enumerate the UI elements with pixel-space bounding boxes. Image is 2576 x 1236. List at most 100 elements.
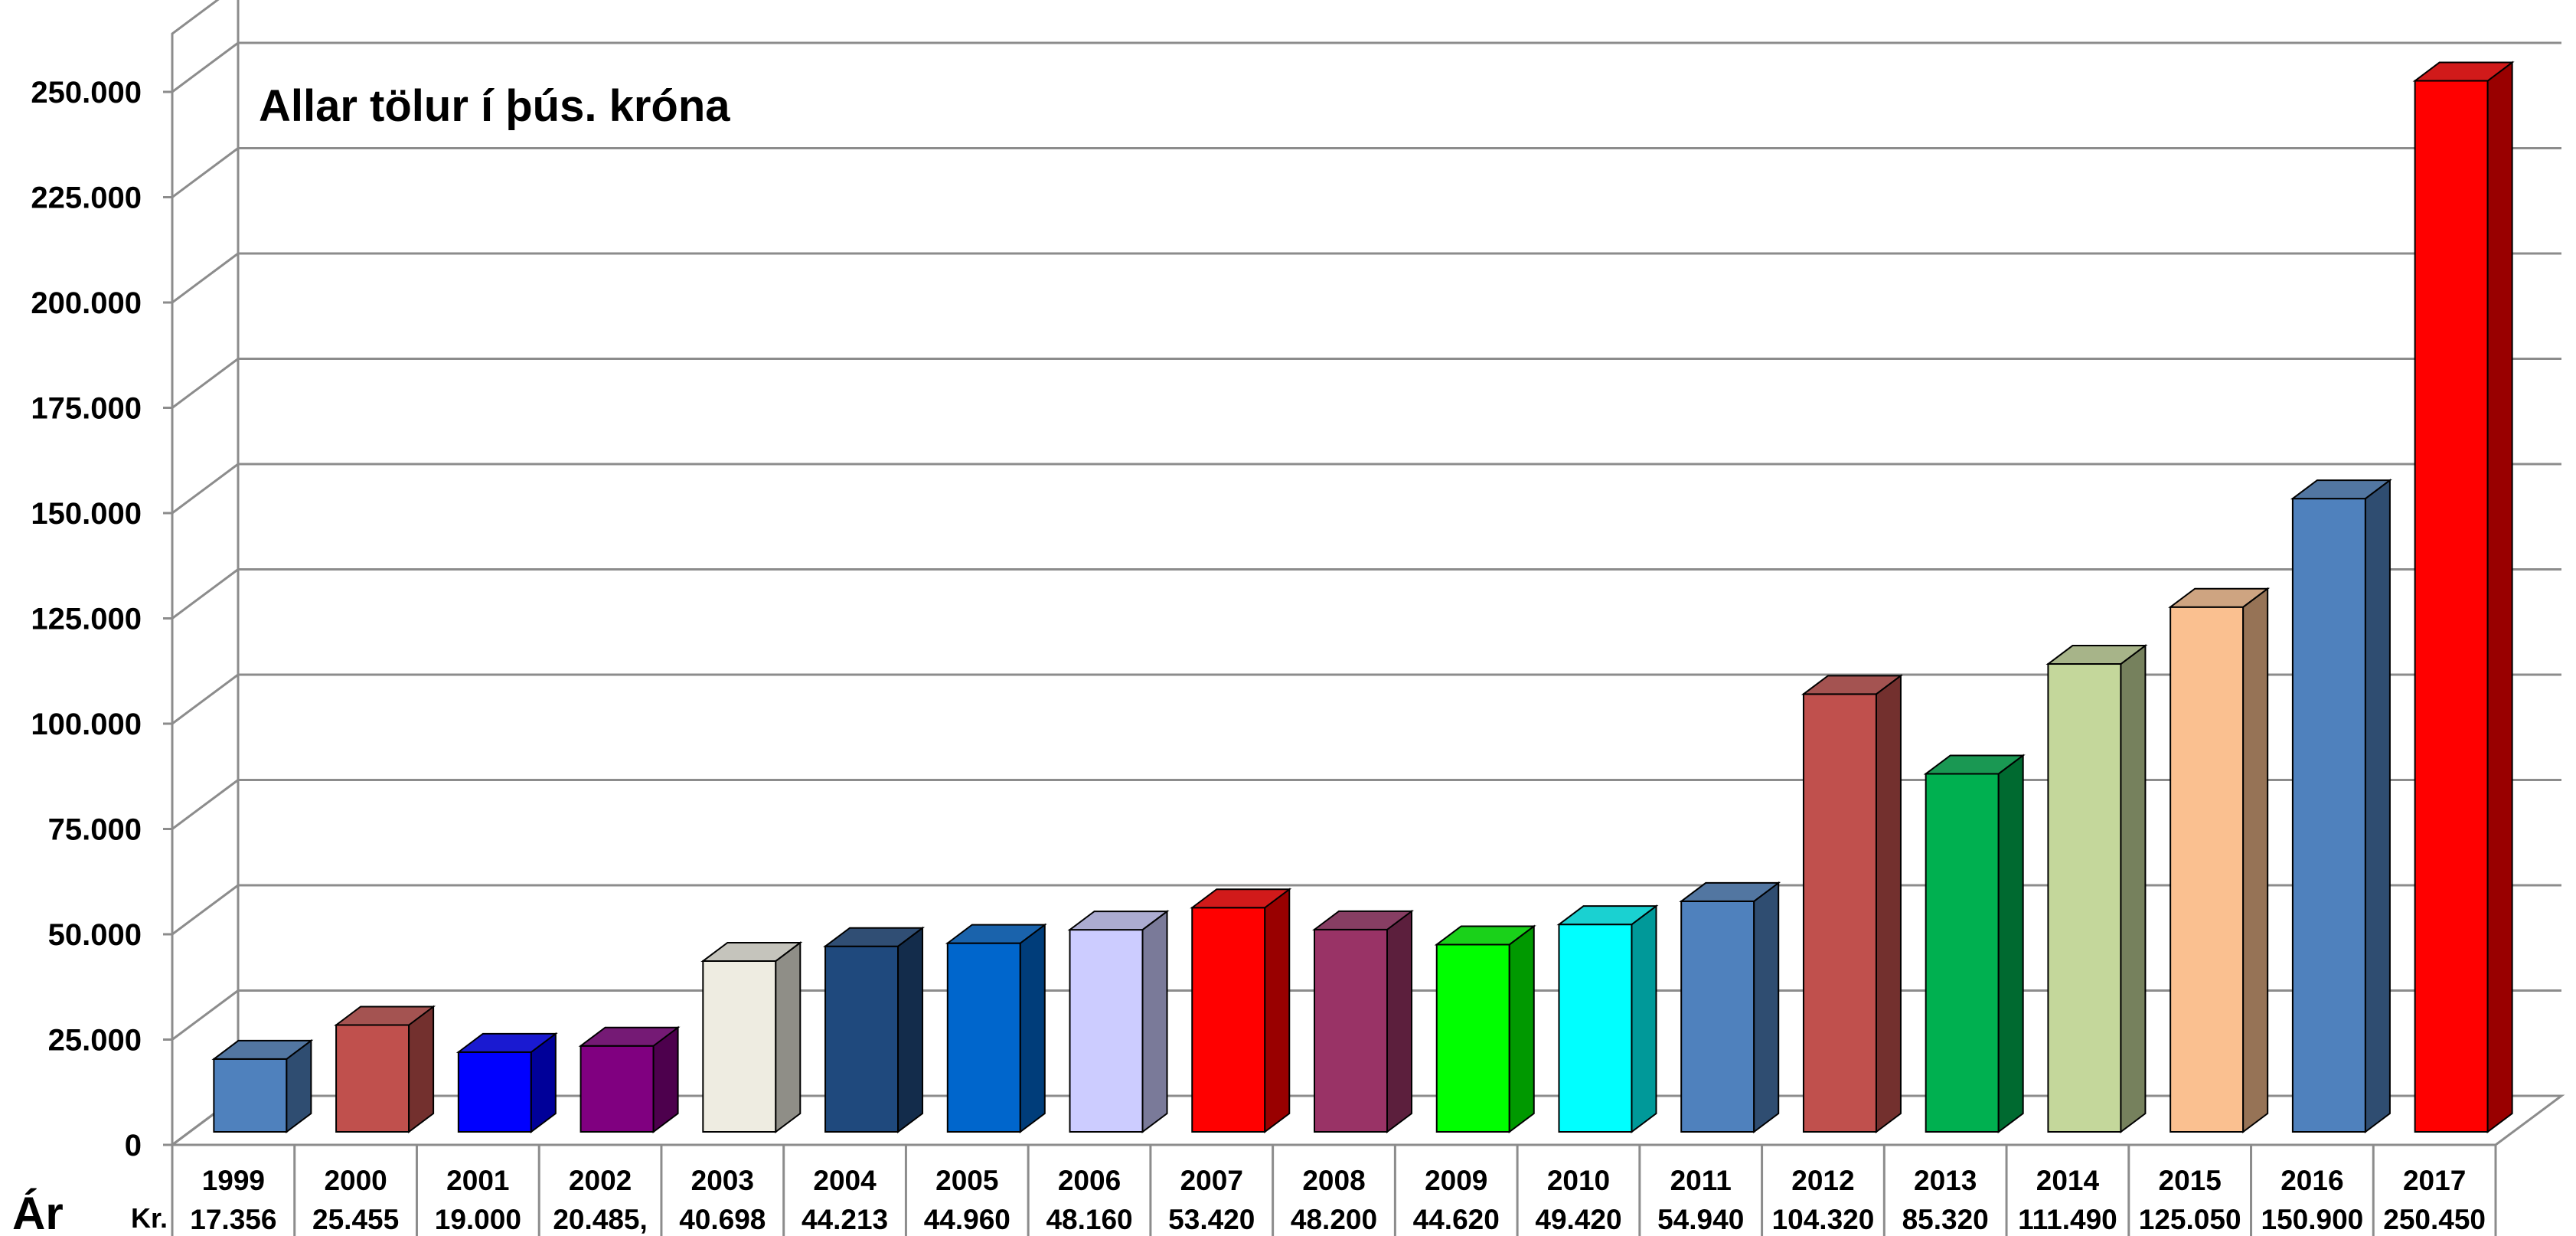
- table-year: 2015: [2159, 1165, 2222, 1196]
- table-value: 44.213: [802, 1204, 888, 1235]
- bar-front: [824, 945, 899, 1133]
- table-value: 104.320: [1772, 1204, 1875, 1235]
- bar-top: [211, 1039, 314, 1060]
- bar-front: [702, 960, 777, 1133]
- bar-front: [1069, 929, 1144, 1133]
- bar-2017: [2412, 60, 2515, 1133]
- bar-top: [2168, 587, 2271, 608]
- table-year: 2013: [1914, 1165, 1977, 1196]
- y-tick-label: 100.000: [31, 708, 142, 741]
- bar-2007: [1190, 888, 1292, 1133]
- table-value: 54.940: [1657, 1204, 1744, 1235]
- bar-top: [945, 924, 1047, 944]
- table-value: 48.200: [1291, 1204, 1377, 1235]
- bar-side: [1997, 754, 2024, 1133]
- bar-side: [2486, 60, 2513, 1133]
- table-year: 2005: [935, 1165, 998, 1196]
- table-year: 2003: [691, 1165, 754, 1196]
- row-header-year: Ár: [12, 1188, 64, 1236]
- y-tick-label: 50.000: [48, 918, 142, 952]
- bar-top: [1556, 905, 1659, 926]
- bar-front: [1925, 773, 2000, 1133]
- bar-side: [1753, 881, 1780, 1133]
- bar-front: [1680, 900, 1755, 1133]
- table-year: 2008: [1302, 1165, 1365, 1196]
- bar-2003: [700, 940, 803, 1133]
- bar-2005: [945, 923, 1047, 1133]
- bar-2000: [334, 1005, 436, 1133]
- gridline-side: [171, 779, 239, 830]
- y-tick-label: 0: [125, 1129, 142, 1162]
- gridline-side: [171, 673, 239, 725]
- table-value: 53.420: [1168, 1204, 1255, 1235]
- bar-front: [1435, 943, 1510, 1133]
- bar-top: [700, 941, 803, 962]
- bar-side: [897, 926, 924, 1133]
- y-tick-label: 125.000: [31, 603, 142, 636]
- bar-front: [2047, 663, 2122, 1133]
- table-year: 2000: [324, 1165, 387, 1196]
- bar-front: [1558, 924, 1633, 1133]
- bar-1999: [211, 1038, 314, 1133]
- gridline-side: [171, 568, 239, 620]
- bar-top: [1067, 911, 1170, 931]
- bar-side: [1875, 674, 1902, 1133]
- y-tick-label: 250.000: [31, 76, 142, 110]
- bar-side: [1264, 888, 1291, 1133]
- bar-top: [578, 1026, 681, 1047]
- bar-top: [455, 1032, 558, 1053]
- table-year: 2011: [1670, 1165, 1732, 1196]
- bar-top: [1434, 925, 1536, 946]
- table-value: 250.450: [2383, 1204, 2486, 1235]
- y-tick-label: 200.000: [31, 286, 142, 320]
- table-value: 40.698: [679, 1204, 766, 1235]
- table-year: 2001: [446, 1165, 509, 1196]
- bar-front: [1802, 693, 1877, 1133]
- chart-title: Allar tölur í þús. króna: [259, 81, 730, 131]
- y-tick-label: 25.000: [48, 1024, 142, 1058]
- bar-2016: [2290, 479, 2392, 1133]
- gridline-side: [171, 41, 239, 93]
- row-header-amount: Kr.: [131, 1202, 168, 1234]
- bar-2012: [1801, 674, 1903, 1133]
- bar-side: [2242, 587, 2269, 1133]
- bar-top: [1923, 754, 2026, 775]
- bar-side: [1019, 923, 1046, 1133]
- bar-top: [823, 927, 926, 947]
- bar-top: [2045, 645, 2148, 665]
- bar-2010: [1556, 904, 1659, 1133]
- table-value: 48.160: [1046, 1204, 1132, 1235]
- bar-side: [2364, 479, 2391, 1133]
- bar-2009: [1434, 924, 1536, 1133]
- bar-side: [1631, 904, 1657, 1133]
- gridline-side: [171, 358, 239, 409]
- bar-front: [1191, 907, 1266, 1133]
- bar-side: [2120, 644, 2147, 1133]
- y-tick-label: 175.000: [31, 392, 142, 426]
- bar-2004: [823, 926, 926, 1133]
- table-year: 2014: [2036, 1165, 2100, 1196]
- bar-front: [213, 1058, 288, 1133]
- bar-front: [1314, 928, 1388, 1133]
- y-tick-label: 75.000: [48, 813, 142, 847]
- bar-top: [1190, 888, 1292, 909]
- table-year: 2007: [1180, 1165, 1243, 1196]
- table-year: 2002: [569, 1165, 632, 1196]
- bar-top: [1801, 675, 1903, 695]
- bar-top: [1312, 910, 1414, 930]
- table-value: 49.420: [1535, 1204, 1621, 1235]
- table-value: 44.960: [924, 1204, 1010, 1235]
- bar-top: [1679, 881, 1781, 902]
- bar-top: [2290, 479, 2392, 500]
- table-year: 2016: [2281, 1165, 2343, 1196]
- table-year: 2017: [2403, 1165, 2466, 1196]
- bar-2006: [1067, 910, 1170, 1133]
- bar-front: [2170, 606, 2245, 1133]
- gridline-side: [171, 884, 239, 936]
- table-year: 2010: [1547, 1165, 1610, 1196]
- bar-side: [1508, 924, 1535, 1133]
- y-axis-tick-labels: 0 25.000 50.000 75.000 100.000 125.000 150.000…: [31, 76, 142, 1162]
- bar-side: [408, 1005, 435, 1133]
- table-value: 44.620: [1413, 1204, 1500, 1235]
